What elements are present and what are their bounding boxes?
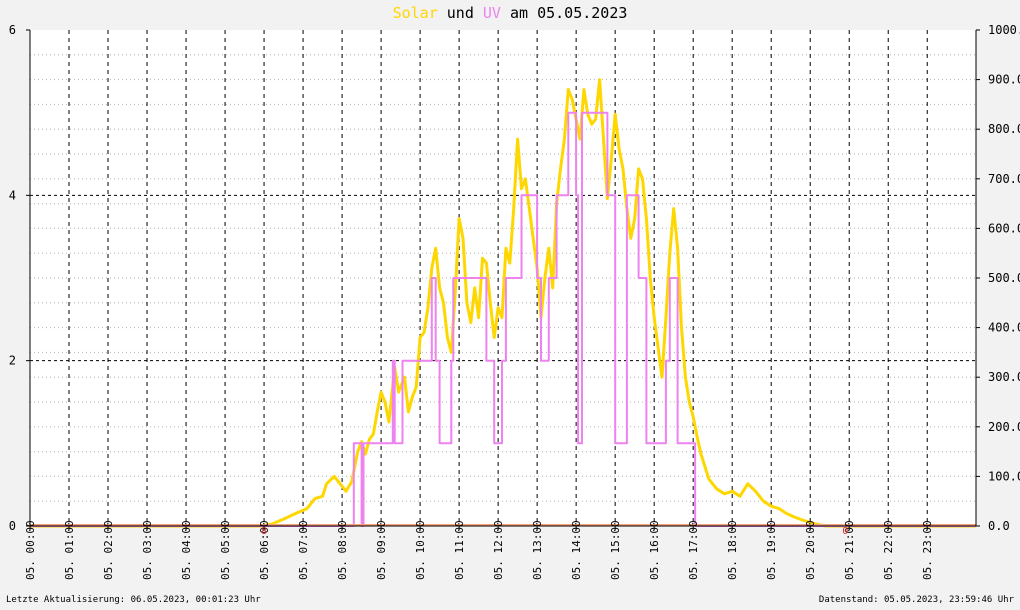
x-axis-tick-label: 05. 10:00	[414, 520, 427, 580]
x-axis-tick-label: 05. 07:00	[297, 520, 310, 580]
chart-title-part: und	[438, 4, 483, 22]
chart-title-part: am 05.05.2023	[501, 4, 627, 22]
right-axis-tick-label: 700.0	[988, 172, 1020, 186]
x-axis-tick-label: 05. 19:00	[765, 520, 778, 580]
x-axis-tick-label: 05. 01:00	[63, 520, 76, 580]
left-axis-tick-label: 2	[9, 354, 16, 368]
right-axis-tick-label: 200.0	[988, 420, 1020, 434]
x-axis-tick-label: 05. 17:00	[687, 520, 700, 580]
x-axis-tick-label: 05. 21:00	[843, 520, 856, 580]
x-axis-tick-label: 05. 13:00	[531, 520, 544, 580]
right-axis-tick-label: 500.0	[988, 271, 1020, 285]
chart-title-part: UV	[483, 4, 501, 22]
x-axis-tick-label: 05. 03:00	[141, 520, 154, 580]
x-axis-tick-label: 05. 08:00	[336, 520, 349, 580]
right-axis-tick-label: 900.0	[988, 73, 1020, 87]
x-axis-tick-label: 05. 16:00	[648, 520, 661, 580]
right-axis-tick-label: 300.0	[988, 370, 1020, 384]
x-axis-tick-label: 05. 04:00	[180, 520, 193, 580]
left-axis-tick-label: 6	[9, 23, 16, 37]
x-axis-tick-label: 05. 11:00	[453, 520, 466, 580]
x-axis-tick-label: 05. 12:00	[492, 520, 505, 580]
chart-title: Solar und UV am 05.05.2023	[393, 4, 628, 22]
x-axis-tick-label: 05. 14:00	[570, 520, 583, 580]
x-axis-tick-label: 05. 23:00	[921, 520, 934, 580]
x-axis-tick-label: 05. 06:00	[258, 520, 271, 580]
left-axis-tick-label: 4	[9, 188, 16, 202]
right-axis-tick-label: 600.0	[988, 221, 1020, 235]
footer-data-status: Datenstand: 05.05.2023, 23:59:46 Uhr	[819, 595, 1015, 605]
right-axis-tick-label: 1000.0	[988, 23, 1020, 37]
series-line-uv	[30, 111, 976, 527]
left-axis-tick-label: 0	[9, 519, 16, 533]
x-axis-tick-label: 05. 02:00	[102, 520, 115, 580]
right-axis-tick-label: 400.0	[988, 321, 1020, 335]
x-axis-tick-label: 05. 00:00	[24, 520, 37, 580]
sunrise-marker: 8	[261, 526, 267, 537]
right-axis-tick-label: 100.0	[988, 469, 1020, 483]
footer-last-update: Letzte Aktualisierung: 06.05.2023, 00:01…	[6, 595, 261, 605]
x-axis-tick-label: 05. 05:00	[219, 520, 232, 580]
x-axis-tick-label: 05. 18:00	[726, 520, 739, 580]
right-axis-tick-label: 0.0	[988, 519, 1010, 533]
sunset-marker: 0	[842, 526, 848, 537]
chart-title-part: Solar	[393, 4, 438, 22]
x-axis-tick-label: 05. 09:00	[375, 520, 388, 580]
x-axis-tick-label: 05. 20:00	[804, 520, 817, 580]
right-axis-tick-label: 800.0	[988, 122, 1020, 136]
x-axis-tick-label: 05. 22:00	[882, 520, 895, 580]
x-axis-tick-label: 05. 15:00	[609, 520, 622, 580]
